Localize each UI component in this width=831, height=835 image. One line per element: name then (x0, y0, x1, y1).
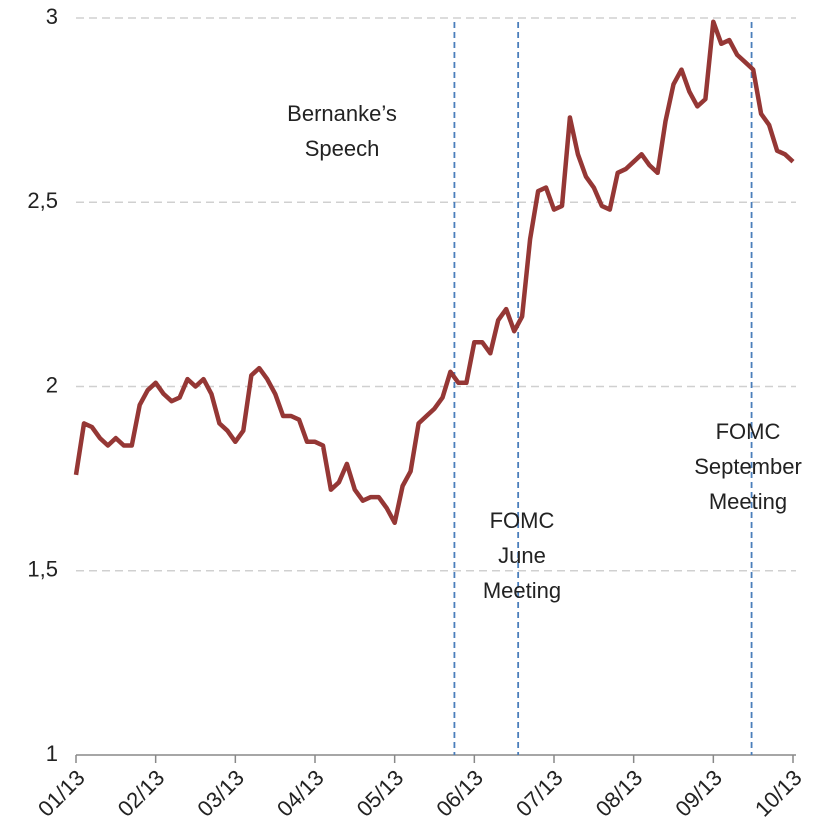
event-label: Speech (305, 136, 380, 161)
event-label: September (694, 454, 802, 479)
y-tick-label: 2,5 (27, 188, 58, 213)
y-tick-label: 2 (46, 372, 58, 397)
x-tick-label: 07/13 (511, 765, 568, 822)
event-label: June (498, 543, 546, 568)
event-label: FOMC (490, 508, 555, 533)
event-label: Meeting (709, 489, 787, 514)
y-tick-label: 1 (46, 741, 58, 766)
x-tick-label: 10/13 (750, 765, 807, 822)
event-label: Bernanke’s (287, 101, 397, 126)
x-tick-label: 05/13 (352, 765, 409, 822)
x-tick-label: 09/13 (670, 765, 727, 822)
x-tick-label: 08/13 (591, 765, 648, 822)
x-tick-label: 06/13 (431, 765, 488, 822)
y-tick-label: 1,5 (27, 557, 58, 582)
series-line (73, 19, 795, 526)
x-tick-label: 01/13 (33, 765, 90, 822)
x-tick-label: 02/13 (113, 765, 170, 822)
x-tick-label: 03/13 (192, 765, 249, 822)
x-tick-label: 04/13 (272, 765, 329, 822)
event-label: FOMC (716, 419, 781, 444)
event-label: Meeting (483, 578, 561, 603)
y-tick-label: 3 (46, 4, 58, 29)
